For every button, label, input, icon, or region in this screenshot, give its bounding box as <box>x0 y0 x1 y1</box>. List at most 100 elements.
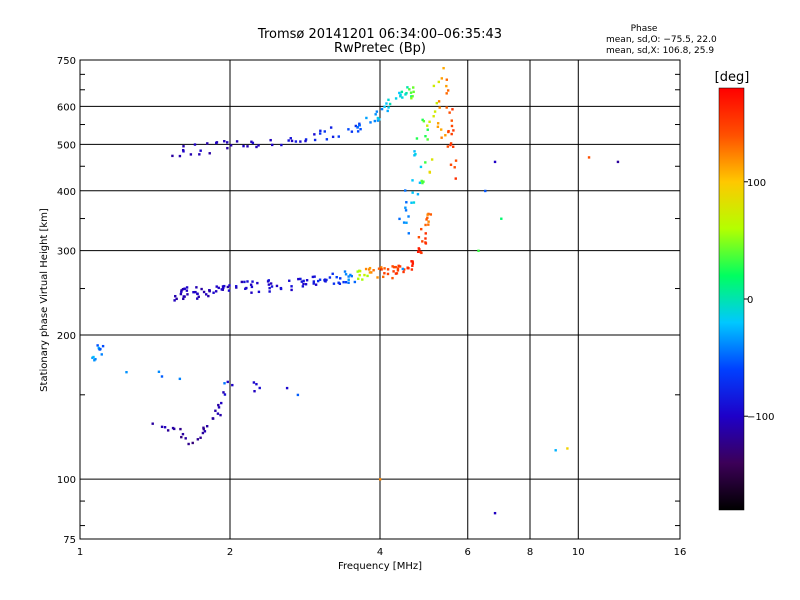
echo-point <box>353 280 357 284</box>
echo-point <box>439 128 443 131</box>
echo-point <box>587 156 591 159</box>
echo-point <box>366 274 369 278</box>
echo-point <box>484 189 487 193</box>
echo-point <box>445 106 448 109</box>
echo-point <box>367 268 371 271</box>
echo-point <box>392 265 396 269</box>
echo-point <box>323 130 326 133</box>
echo-point <box>205 293 208 296</box>
echo-point <box>180 290 183 293</box>
echo-point <box>280 143 283 147</box>
echo-point <box>304 139 307 143</box>
echo-point <box>173 299 176 302</box>
echo-point <box>363 273 366 277</box>
echo-point <box>401 267 404 271</box>
echo-point <box>416 193 420 196</box>
echo-point <box>356 270 359 273</box>
colorbar: [deg] 100 0 −100 <box>715 70 774 511</box>
echo-point <box>411 264 414 267</box>
echo-point <box>325 278 328 282</box>
echo-point <box>426 138 429 141</box>
echo-point <box>301 285 305 288</box>
echo-point <box>275 284 279 288</box>
echo-point <box>279 286 283 290</box>
echo-point <box>325 138 329 141</box>
echo-point <box>166 429 170 432</box>
echo-point <box>445 92 448 95</box>
echo-point <box>226 285 230 289</box>
echo-point <box>207 294 210 298</box>
echo-point <box>358 273 361 277</box>
echo-point <box>183 287 186 290</box>
echo-point <box>396 267 400 270</box>
echo-point <box>452 129 455 132</box>
echo-point <box>199 149 202 152</box>
echo-point <box>269 282 273 285</box>
echo-point <box>356 125 359 129</box>
echo-point <box>186 293 189 296</box>
echo-point <box>416 250 420 253</box>
echo-point <box>160 425 164 429</box>
echo-point <box>424 232 427 235</box>
echo-point <box>404 209 408 212</box>
echo-point <box>380 107 384 111</box>
echo-point <box>386 272 390 276</box>
echo-point <box>500 217 503 220</box>
echo-point <box>297 277 300 281</box>
echo-point <box>411 95 414 98</box>
echo-point <box>422 180 425 183</box>
echo-point <box>354 124 358 128</box>
echo-point <box>410 201 413 204</box>
echo-point <box>402 221 406 224</box>
echo-point <box>91 356 94 360</box>
echo-point <box>361 278 364 281</box>
echo-point <box>205 425 209 428</box>
echo-point <box>399 95 402 98</box>
echo-point <box>250 291 253 294</box>
echo-point <box>438 106 441 109</box>
echo-point <box>427 223 430 226</box>
echo-point <box>214 290 218 293</box>
chart-subtitle: RwPretec (Bp) <box>334 41 426 56</box>
echo-point <box>405 91 408 95</box>
y-tick-label: 500 <box>57 140 76 151</box>
echo-point <box>388 102 392 106</box>
echo-point <box>420 227 423 231</box>
echo-point <box>97 347 101 350</box>
x-tick-label: 8 <box>527 547 533 558</box>
y-axis-label: Stationary phase Virtual Height [km] <box>39 208 50 392</box>
echo-point <box>404 206 407 209</box>
echo-point <box>383 267 386 270</box>
echo-point <box>411 179 414 182</box>
echo-point <box>290 139 294 143</box>
echo-point <box>202 426 205 429</box>
colorbar-tick-label: −100 <box>747 412 774 423</box>
echo-point <box>402 268 406 271</box>
echo-point <box>246 280 249 283</box>
echo-point <box>449 163 453 166</box>
echo-point <box>566 447 569 450</box>
echo-point <box>404 189 407 192</box>
x-tick-label: 4 <box>377 547 383 558</box>
echo-point <box>257 290 261 294</box>
echo-point <box>223 284 226 288</box>
x-tick-label: 1 <box>77 547 83 558</box>
echo-point <box>221 285 225 288</box>
echo-point <box>418 181 422 184</box>
echo-point <box>217 286 220 290</box>
echo-point <box>398 217 401 221</box>
echo-point <box>380 268 383 271</box>
echo-point <box>173 427 176 431</box>
echo-point <box>193 143 197 146</box>
echo-point <box>250 285 254 289</box>
echo-point <box>383 272 386 275</box>
echo-point <box>409 91 413 94</box>
echo-point <box>446 145 450 148</box>
echo-point <box>449 142 453 145</box>
echo-point <box>251 280 254 283</box>
echo-point <box>304 138 308 141</box>
echo-point <box>219 413 222 417</box>
echo-point <box>407 232 410 235</box>
plot-frame <box>79 59 681 540</box>
echo-point <box>347 278 350 281</box>
